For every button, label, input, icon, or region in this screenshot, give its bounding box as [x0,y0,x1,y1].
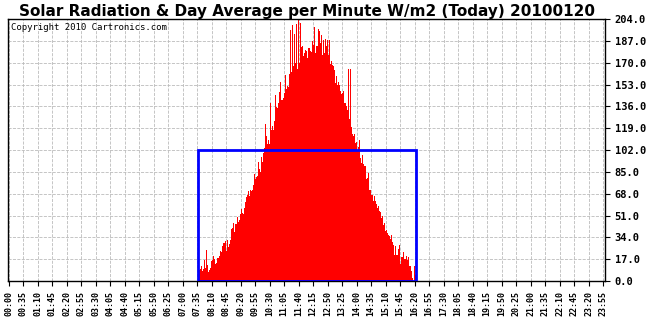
Bar [198,150,416,281]
Text: Copyright 2010 Cartronics.com: Copyright 2010 Cartronics.com [12,23,167,32]
Title: Solar Radiation & Day Average per Minute W/m2 (Today) 20100120: Solar Radiation & Day Average per Minute… [19,4,595,19]
